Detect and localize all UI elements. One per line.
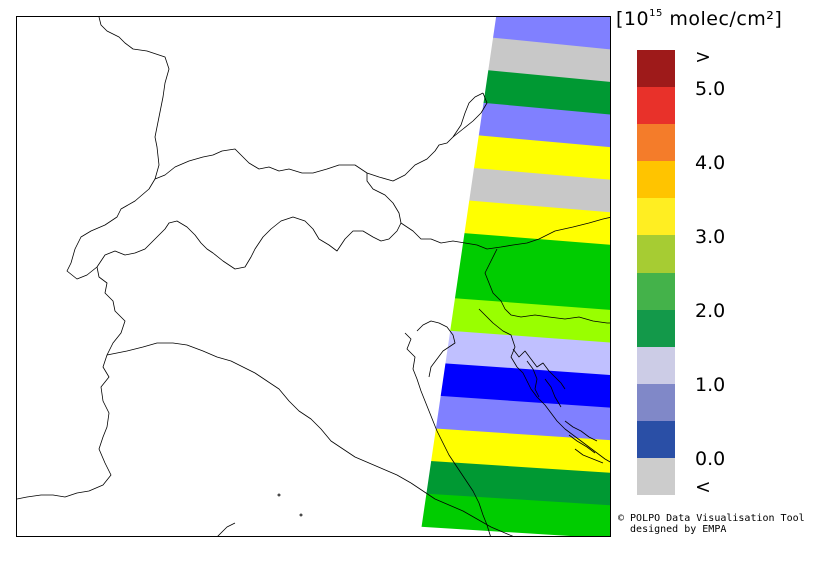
- credit-line-2: designed by EMPA: [618, 524, 727, 535]
- color-bar: [637, 50, 675, 496]
- color-bar-segment: [637, 272, 675, 311]
- swath-band: [428, 428, 610, 474]
- tick-label: 1.0: [695, 374, 726, 396]
- color-bar-segment: [637, 235, 675, 273]
- credit-text: © POLPO Data Visualisation Tool designed…: [618, 513, 805, 535]
- swath-band: [423, 460, 610, 506]
- swath-band: [462, 200, 610, 246]
- swath-band: [477, 102, 610, 148]
- country-borders: [17, 17, 610, 536]
- credit-line-1: © POLPO Data Visualisation Tool: [618, 513, 805, 524]
- unit-exponent: 15: [649, 7, 663, 19]
- tick-label: >: [695, 46, 711, 68]
- tick-label: 3.0: [695, 226, 726, 248]
- color-bar-segment: [637, 309, 675, 348]
- swath-band: [457, 232, 610, 278]
- swath-band: [482, 70, 610, 116]
- swath-band: [467, 167, 610, 213]
- swath-band: [418, 493, 610, 536]
- swath-band: [491, 17, 610, 50]
- color-bar-segment: [637, 383, 675, 422]
- color-bar-segment: [637, 87, 675, 125]
- tick-label: 0.0: [695, 448, 726, 470]
- satellite-swath: [17, 17, 610, 536]
- color-bar-segment: [637, 346, 675, 385]
- tick-label: 4.0: [695, 152, 726, 174]
- map-panel: [16, 16, 611, 537]
- tick-label: <: [695, 476, 711, 498]
- swath-band: [438, 363, 610, 409]
- tick-label: 5.0: [695, 78, 726, 100]
- swath-mask: [17, 17, 497, 536]
- swath-band: [447, 298, 610, 344]
- color-bar-segment: [637, 50, 675, 88]
- map-canvas: [17, 17, 610, 536]
- unit-prefix: [10: [616, 8, 650, 30]
- color-bar-segment: [637, 124, 675, 162]
- color-bar-segment: [637, 457, 675, 496]
- swath-band: [486, 37, 610, 83]
- swath-band: [472, 135, 610, 181]
- swath-band: [452, 265, 610, 311]
- unit-suffix: molec/cm²]: [662, 8, 783, 30]
- color-bar-segment: [637, 161, 675, 199]
- legend-unit-label: [1015 molec/cm²]: [616, 8, 782, 30]
- color-bar-segment: [637, 198, 675, 236]
- tick-label: 2.0: [695, 300, 726, 322]
- color-bar-segment: [637, 420, 675, 459]
